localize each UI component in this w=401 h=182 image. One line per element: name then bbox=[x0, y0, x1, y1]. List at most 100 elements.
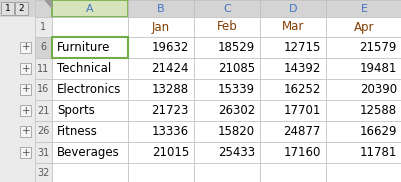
Bar bbox=[259, 0, 325, 17]
Text: +: + bbox=[22, 84, 30, 94]
Bar bbox=[325, 17, 401, 37]
Bar bbox=[194, 163, 259, 182]
Bar bbox=[325, 58, 401, 79]
Text: Apr: Apr bbox=[353, 21, 373, 33]
Bar bbox=[259, 121, 325, 142]
Bar bbox=[52, 0, 128, 17]
Bar bbox=[259, 163, 325, 182]
Bar bbox=[15, 2, 28, 15]
Bar bbox=[1, 2, 14, 15]
Text: C: C bbox=[223, 3, 230, 13]
Bar bbox=[52, 142, 128, 163]
Text: +: + bbox=[22, 43, 30, 52]
Text: E: E bbox=[360, 3, 367, 13]
Text: 11: 11 bbox=[37, 64, 49, 74]
Text: +: + bbox=[22, 147, 30, 157]
Bar bbox=[35, 163, 52, 182]
Bar bbox=[128, 142, 194, 163]
Text: 24877: 24877 bbox=[283, 125, 320, 138]
Bar bbox=[325, 79, 401, 100]
Text: Sports: Sports bbox=[57, 104, 95, 117]
Bar bbox=[194, 37, 259, 58]
Text: 17160: 17160 bbox=[283, 146, 320, 159]
Text: 18529: 18529 bbox=[217, 41, 254, 54]
Text: 12588: 12588 bbox=[359, 104, 396, 117]
Text: 21015: 21015 bbox=[151, 146, 188, 159]
Text: 1: 1 bbox=[5, 4, 10, 13]
Bar bbox=[0, 0, 52, 182]
Bar bbox=[194, 142, 259, 163]
Bar bbox=[259, 17, 325, 37]
Text: 21579: 21579 bbox=[359, 41, 396, 54]
Bar bbox=[35, 58, 52, 79]
Bar bbox=[194, 58, 259, 79]
Bar bbox=[35, 100, 52, 121]
Bar bbox=[194, 17, 259, 37]
Text: 11781: 11781 bbox=[359, 146, 396, 159]
Bar bbox=[128, 58, 194, 79]
Bar bbox=[259, 100, 325, 121]
Bar bbox=[20, 126, 31, 137]
Text: 26: 26 bbox=[37, 126, 50, 136]
Bar bbox=[325, 100, 401, 121]
Text: 21: 21 bbox=[37, 106, 50, 116]
Bar bbox=[52, 17, 128, 37]
Text: Technical: Technical bbox=[57, 62, 111, 75]
Bar bbox=[325, 0, 401, 17]
Text: 19481: 19481 bbox=[359, 62, 396, 75]
Bar bbox=[20, 42, 31, 53]
Text: +: + bbox=[22, 126, 30, 136]
Bar bbox=[128, 163, 194, 182]
Bar bbox=[52, 37, 128, 58]
Text: Jan: Jan bbox=[152, 21, 170, 33]
Bar bbox=[325, 37, 401, 58]
Bar bbox=[20, 147, 31, 158]
Text: 32: 32 bbox=[37, 169, 50, 179]
Text: 31: 31 bbox=[37, 147, 49, 157]
Bar bbox=[35, 121, 52, 142]
Bar bbox=[259, 142, 325, 163]
Bar bbox=[325, 142, 401, 163]
Text: A: A bbox=[86, 3, 93, 13]
Text: 1: 1 bbox=[41, 22, 47, 32]
Bar bbox=[325, 121, 401, 142]
Text: D: D bbox=[288, 3, 296, 13]
Text: 21723: 21723 bbox=[151, 104, 188, 117]
Bar bbox=[52, 58, 128, 79]
Bar bbox=[128, 17, 194, 37]
Bar bbox=[128, 0, 194, 17]
Bar bbox=[52, 121, 128, 142]
Text: Feb: Feb bbox=[216, 21, 237, 33]
Text: +: + bbox=[22, 64, 30, 74]
Text: Mar: Mar bbox=[281, 21, 304, 33]
Bar bbox=[35, 79, 52, 100]
Bar bbox=[52, 100, 128, 121]
Text: 2: 2 bbox=[18, 4, 24, 13]
Text: 12715: 12715 bbox=[283, 41, 320, 54]
Polygon shape bbox=[45, 0, 51, 7]
Bar bbox=[128, 100, 194, 121]
Text: Fitness: Fitness bbox=[57, 125, 97, 138]
Text: 16252: 16252 bbox=[283, 83, 320, 96]
Bar bbox=[194, 79, 259, 100]
Text: +: + bbox=[22, 106, 30, 116]
Bar bbox=[20, 84, 31, 95]
Text: 20390: 20390 bbox=[359, 83, 396, 96]
Bar bbox=[52, 0, 401, 182]
Text: 15820: 15820 bbox=[217, 125, 254, 138]
Bar bbox=[35, 37, 52, 58]
Text: 16629: 16629 bbox=[358, 125, 396, 138]
Text: 25433: 25433 bbox=[217, 146, 254, 159]
Text: 14392: 14392 bbox=[283, 62, 320, 75]
Bar bbox=[35, 0, 52, 17]
Bar bbox=[128, 121, 194, 142]
Bar bbox=[259, 79, 325, 100]
Text: 6: 6 bbox=[41, 43, 47, 52]
Bar bbox=[20, 63, 31, 74]
Text: 13336: 13336 bbox=[152, 125, 188, 138]
Text: 21085: 21085 bbox=[217, 62, 254, 75]
Text: 19632: 19632 bbox=[151, 41, 188, 54]
Bar bbox=[194, 100, 259, 121]
Bar bbox=[35, 17, 52, 37]
Bar bbox=[35, 142, 52, 163]
